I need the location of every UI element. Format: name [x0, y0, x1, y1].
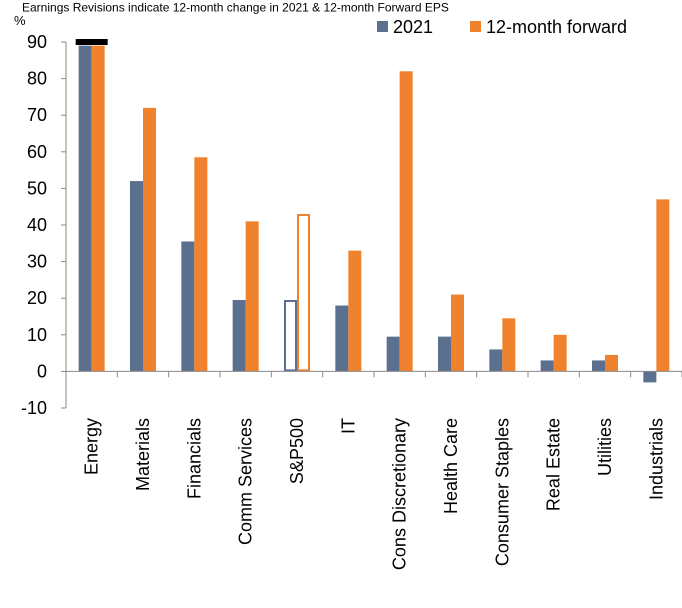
y-tick-label: 10	[27, 325, 47, 345]
legend: 2021 12-month forward	[377, 17, 627, 37]
x-category-label: S&P500	[287, 418, 307, 484]
y-tick-label: 90	[27, 32, 47, 52]
legend-label-2021: 2021	[393, 17, 433, 37]
y-tick-label: 60	[27, 142, 47, 162]
x-category-label: Energy	[82, 418, 102, 475]
y-tick-label: 20	[27, 288, 47, 308]
bar-2021-comm-services	[232, 300, 246, 372]
x-category-label: Financials	[184, 418, 204, 499]
bar-12-month-forward-real-estate	[553, 334, 567, 372]
bar-12-month-forward-materials	[143, 107, 156, 372]
bar-12-month-forward-energy	[91, 45, 105, 372]
bar-12-month-forward-cons-discretionary	[399, 71, 413, 372]
axis-clip-marker	[75, 39, 108, 45]
bar-2021-industrials	[643, 371, 657, 383]
bar-2021-consumer-staples	[489, 349, 503, 372]
bar-2021-financials	[181, 241, 195, 372]
y-tick-label: 30	[27, 252, 47, 272]
bar-2021-it	[335, 305, 349, 372]
y-tick-label: 40	[27, 215, 47, 235]
x-category-label: IT	[338, 418, 358, 434]
bar-12-month-forward-utilities	[605, 354, 618, 372]
bar-2021-materials	[130, 181, 143, 372]
x-category-label: Consumer Staples	[492, 418, 512, 566]
bar-2021-utilities	[592, 360, 605, 372]
x-category-label: Health Care	[441, 418, 461, 514]
x-category-label: Real Estate	[544, 418, 564, 511]
bar-12-month-forward-industrials	[656, 199, 670, 372]
bar-12-month-forward-sandp500	[297, 214, 310, 372]
y-tick-label: 0	[37, 361, 47, 381]
bar-2021-health-care	[438, 336, 451, 372]
chart-title: Earnings Revisions indicate 12-month cha…	[22, 0, 449, 14]
legend-swatch-2021	[377, 21, 388, 32]
y-tick-label: 70	[27, 105, 47, 125]
y-tick-label: 50	[27, 178, 47, 198]
bar-12-month-forward-comm-services	[245, 221, 259, 372]
bar-12-month-forward-consumer-staples	[502, 318, 516, 372]
legend-swatch-12-month-forward	[470, 21, 481, 32]
x-category-label: Industrials	[646, 418, 666, 500]
bar-2021-real-estate	[540, 360, 554, 372]
axes-group: -10 0 10 20 30 40 50 60 70 80 90 Energy Materials Fin…	[21, 32, 682, 570]
y-tick-label: 80	[27, 69, 47, 89]
y-axis-unit: %	[14, 13, 26, 28]
bar-2021-sandp500	[284, 300, 297, 372]
x-category-label: Comm Services	[236, 418, 256, 545]
bar-2021-cons-discretionary	[386, 336, 400, 372]
bar-12-month-forward-financials	[194, 157, 208, 372]
x-category-label: Cons Discretionary	[390, 418, 410, 570]
bar-12-month-forward-health-care	[451, 294, 464, 372]
y-tick-label: -10	[21, 398, 47, 418]
x-category-label: Utilities	[595, 418, 615, 476]
bars-group	[75, 39, 670, 383]
bar-12-month-forward-it	[348, 250, 362, 372]
x-category-label: Materials	[133, 418, 153, 491]
legend-label-12-month-forward: 12-month forward	[486, 17, 627, 37]
bar-2021-energy	[78, 45, 92, 372]
